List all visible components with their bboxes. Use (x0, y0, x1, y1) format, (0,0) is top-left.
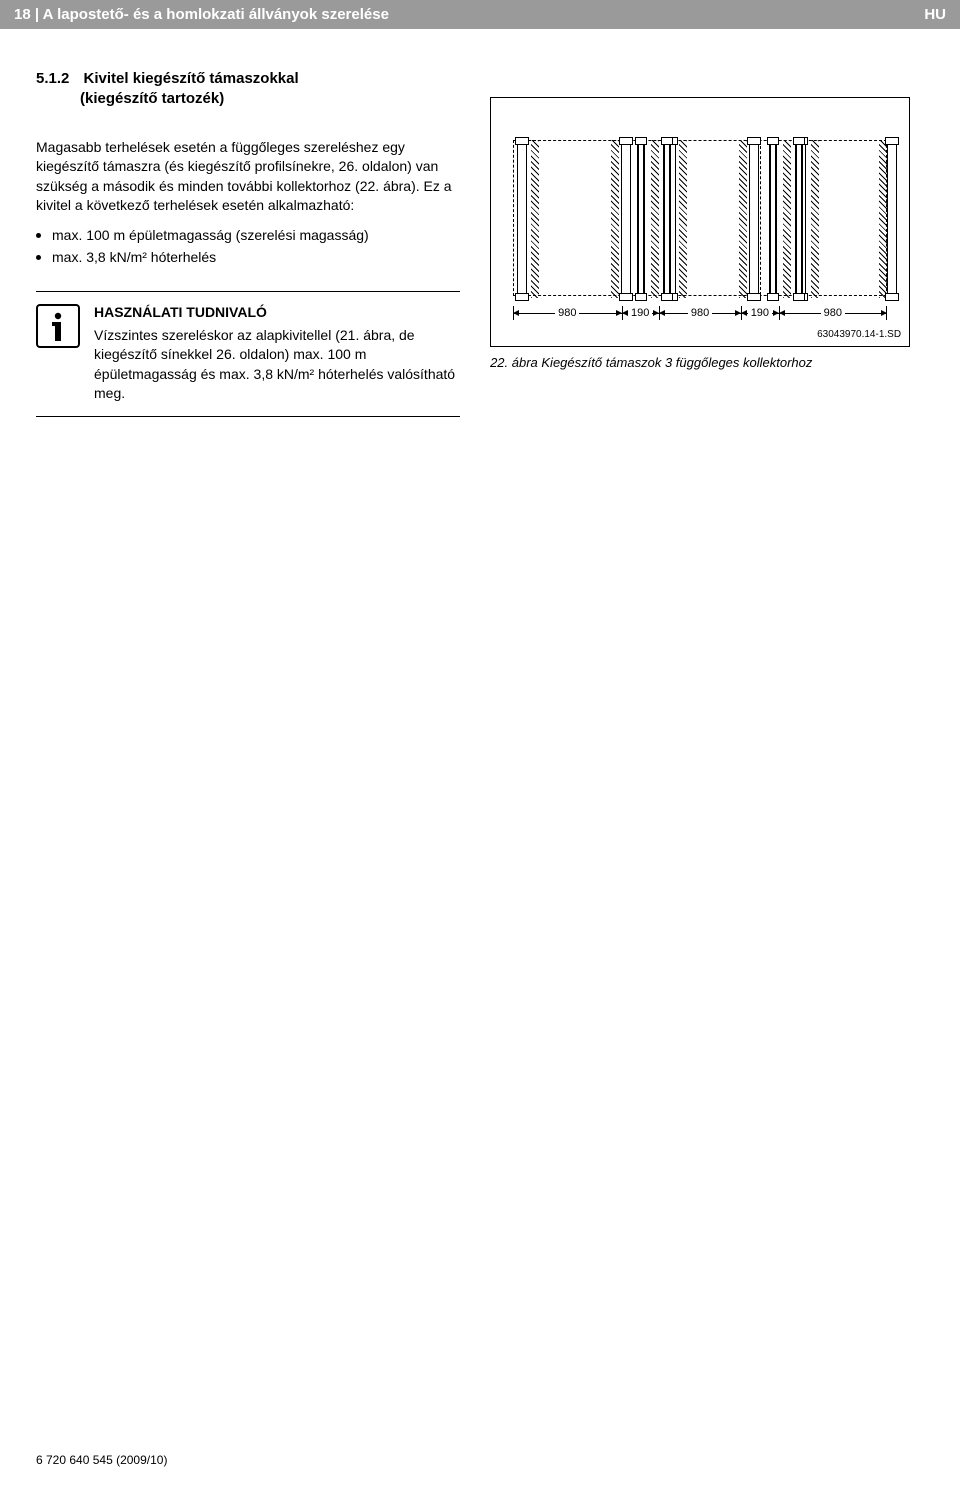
dim-segment: 980 (513, 304, 621, 322)
header-left: 18 | A lapostető- és a homlokzati állván… (14, 6, 389, 23)
dim-segment: 190 (741, 304, 778, 322)
language-code: HU (924, 6, 946, 23)
dashed-rect (513, 140, 887, 296)
figure-text: Kiegészítő támaszok 3 függőleges kollekt… (541, 355, 812, 370)
hatch-profile (879, 140, 887, 298)
support-post (663, 140, 671, 298)
support-post (887, 140, 897, 298)
dim-segment: 980 (779, 304, 887, 322)
section-heading: 5.1.2 Kivitel kiegészítő támaszokkal (ki… (36, 69, 460, 110)
bullet-list: max. 100 m épületmagasság (szerelési mag… (36, 224, 460, 269)
right-column: 980 190 980 190 (490, 69, 924, 417)
support-diagram: 980 190 980 190 (490, 97, 910, 347)
document-id-footer: 6 720 640 545 (2009/10) (36, 1453, 167, 1467)
hatch-profile (611, 140, 619, 298)
hatch-profile (811, 140, 819, 298)
hatch-profile (739, 140, 747, 298)
dim-segment: 980 (659, 304, 741, 322)
page-content: 5.1.2 Kivitel kiegészítő támaszokkal (ki… (0, 29, 960, 417)
paragraph-1: Magasabb terhelések esetén a függőleges … (36, 138, 460, 216)
page-number: 18 (14, 6, 31, 23)
dimension-row: 980 190 980 190 (513, 304, 887, 322)
section-title-line1: Kivitel kiegészítő támaszokkal (84, 70, 299, 87)
note-title: HASZNÁLATI TUDNIVALÓ (94, 304, 460, 320)
left-column: 5.1.2 Kivitel kiegészítő támaszokkal (ki… (36, 69, 460, 417)
info-icon (36, 304, 80, 348)
section-title-line2: (kiegészítő tartozék) (80, 90, 224, 107)
support-post (621, 140, 631, 298)
dim-tick (886, 306, 887, 320)
note-text: Vízszintes szereléskor az alapkivitellel… (94, 326, 460, 404)
support-pair (769, 140, 803, 298)
note-box: HASZNÁLATI TUDNIVALÓ Vízszintes szerelés… (36, 291, 460, 417)
chapter-title: A lapostető- és a homlokzati állványok s… (43, 6, 389, 23)
section-number: 5.1.2 (36, 69, 69, 89)
support-post (517, 140, 527, 298)
support-post (637, 140, 645, 298)
diagram-id: 63043970.14-1.SD (817, 329, 901, 340)
dim-segment: 190 (622, 304, 659, 322)
figure-caption: 22. ábra Kiegészítő támaszok 3 függőlege… (490, 355, 924, 372)
dashed-divider (760, 141, 761, 295)
support-post (795, 140, 803, 298)
page-header: 18 | A lapostető- és a homlokzati állván… (0, 0, 960, 29)
figure-label: 22. ábra (490, 355, 538, 370)
hatch-profile (679, 140, 687, 298)
support-pair (637, 140, 671, 298)
hatch-profile (531, 140, 539, 298)
support-post (749, 140, 759, 298)
support-post (769, 140, 777, 298)
bullet-item: max. 3,8 kN/m² hóterhelés (36, 246, 460, 268)
note-content: HASZNÁLATI TUDNIVALÓ Vízszintes szerelés… (94, 304, 460, 404)
bullet-item: max. 100 m épületmagasság (szerelési mag… (36, 224, 460, 246)
